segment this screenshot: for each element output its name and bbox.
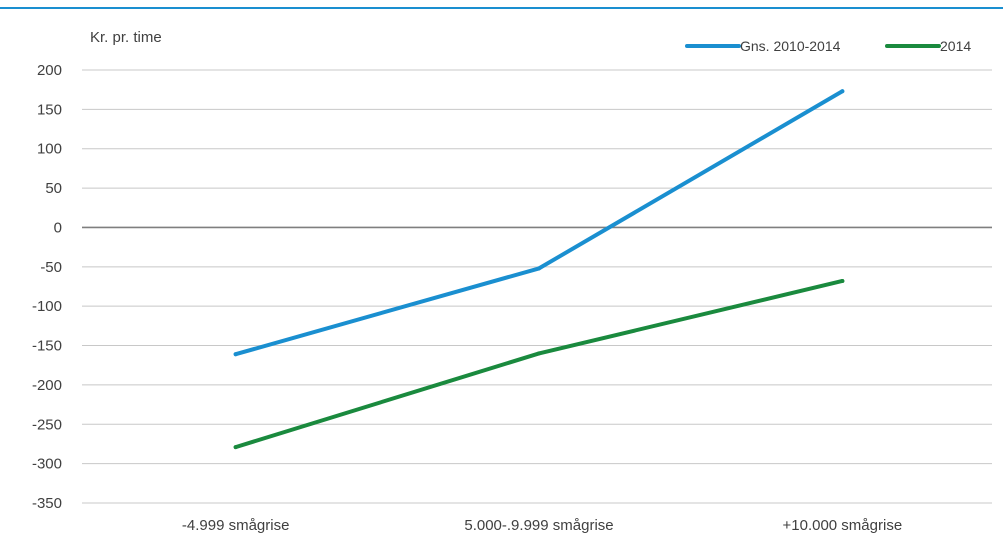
x-tick-labels: -4.999 smågrise 5.000-.9.999 smågrise +10.… [182, 517, 902, 534]
y-tick-label: 200 [37, 62, 62, 79]
series-lines [233, 89, 845, 450]
y-tick-label: 50 [45, 180, 62, 197]
data-point [537, 351, 541, 356]
y-tick-label: 0 [54, 219, 62, 236]
y-tick-label: -250 [32, 416, 62, 433]
data-point [840, 278, 845, 283]
x-tick-label: 5.000-.9.999 smågrise [464, 517, 613, 534]
x-tick-label: +10.000 smågrise [783, 517, 903, 534]
data-point [537, 266, 541, 271]
y-tick-label: -200 [32, 377, 62, 394]
gridlines [82, 69, 992, 504]
legend: Gns. 2010-2014 2014 [685, 38, 971, 54]
y-tick-labels: 200 150 100 50 0 -50 -100 -150 -200 -250 -300 -350 [32, 62, 62, 512]
y-axis-label: Kr. pr. time [90, 29, 162, 46]
legend-label-2: 2014 [940, 38, 971, 54]
y-tick-label: -100 [32, 298, 62, 315]
series-line-1 [233, 89, 845, 357]
y-tick-label: -50 [40, 259, 62, 276]
data-point [840, 89, 845, 94]
data-point [233, 445, 238, 450]
data-point [233, 352, 238, 357]
y-tick-label: -150 [32, 338, 62, 355]
y-tick-label: -300 [32, 456, 62, 473]
y-tick-label: 100 [37, 141, 62, 158]
y-tick-label: 150 [37, 101, 62, 118]
legend-label-1: Gns. 2010-2014 [740, 38, 841, 54]
x-tick-label: -4.999 smågrise [182, 517, 290, 534]
y-tick-label: -350 [32, 495, 62, 512]
